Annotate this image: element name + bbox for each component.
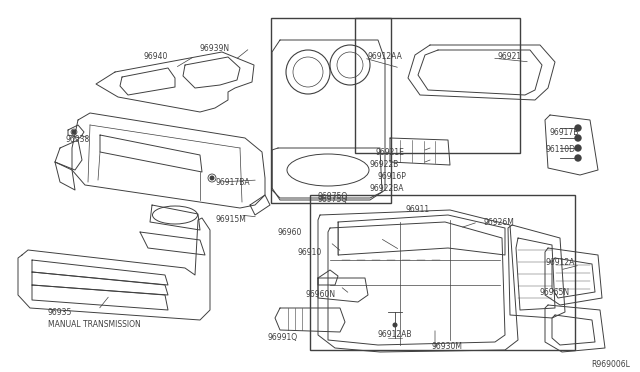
Circle shape [575,125,581,131]
Bar [271,18,391,203]
Text: 96991Q: 96991Q [268,333,298,342]
Text: 96915M: 96915M [215,215,246,224]
Text: 96935: 96935 [48,308,72,317]
Text: 96110D: 96110D [545,145,575,154]
Circle shape [575,155,581,161]
Circle shape [210,176,214,180]
Text: 96939N: 96939N [200,44,230,53]
Text: 96921E: 96921E [375,148,404,157]
Text: 96940: 96940 [143,52,168,61]
Text: 96912AB: 96912AB [378,330,413,339]
Text: 96922BA: 96922BA [370,184,404,193]
Text: 96926M: 96926M [483,218,514,227]
Text: 96917BA: 96917BA [215,178,250,187]
Text: 96930M: 96930M [432,342,463,351]
Circle shape [393,323,397,327]
Text: 96965N: 96965N [540,288,570,297]
Circle shape [72,130,76,134]
Text: 96960N: 96960N [305,290,335,299]
Text: 96975Q: 96975Q [317,195,348,204]
Circle shape [575,145,581,151]
Text: MANUAL TRANSMISSION: MANUAL TRANSMISSION [48,320,141,329]
Bar [355,18,520,153]
Text: 96912AA: 96912AA [367,52,402,61]
Text: R969006L: R969006L [591,360,630,369]
Text: 96910: 96910 [298,248,323,257]
Text: 96975Q: 96975Q [317,192,348,201]
Text: 96912A: 96912A [545,258,574,267]
Circle shape [575,135,581,141]
Text: 96916P: 96916P [378,172,407,181]
Text: 96922B: 96922B [370,160,399,169]
Text: 96960: 96960 [278,228,302,237]
Text: 96917B: 96917B [549,128,579,137]
Bar [310,195,575,350]
Text: 96921: 96921 [498,52,522,61]
Text: 96911: 96911 [405,205,429,214]
Text: 96938: 96938 [65,135,89,144]
